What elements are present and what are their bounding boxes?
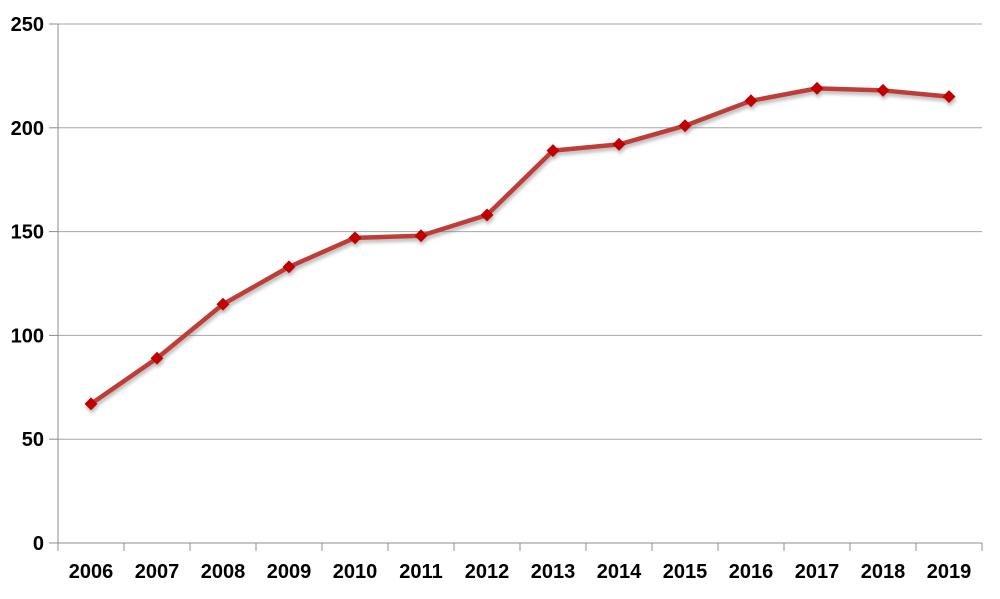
- y-tick-label: 200: [11, 118, 44, 140]
- x-tick-label: 2008: [201, 561, 246, 583]
- x-axis-labels: 2006 2007 2008 2009 2010 2011 2012 2013 2014 2015…: [69, 561, 972, 583]
- data-point-marker: [216, 297, 230, 311]
- x-tick-label: 2011: [399, 561, 442, 583]
- axes: [57, 24, 983, 551]
- data-series: [84, 81, 956, 411]
- x-tick-label: 2019: [927, 561, 972, 583]
- x-tick-label: 2014: [597, 561, 642, 583]
- x-tick-label: 2007: [135, 561, 180, 583]
- x-tick-label: 2016: [729, 561, 774, 583]
- data-point-marker: [744, 94, 758, 108]
- data-point-marker: [414, 229, 428, 243]
- x-tick-label: 2010: [333, 561, 378, 583]
- data-point-marker: [810, 81, 824, 95]
- data-point-marker: [480, 208, 494, 222]
- data-point-marker: [150, 351, 164, 365]
- gridlines: [49, 23, 982, 544]
- y-tick-label: 100: [11, 325, 44, 347]
- y-tick-label: 150: [11, 222, 44, 244]
- x-tick-label: 2018: [861, 561, 906, 583]
- y-tick-label: 250: [11, 14, 44, 36]
- x-tick-label: 2006: [69, 561, 114, 583]
- data-point-marker: [282, 260, 296, 274]
- x-tick-label: 2013: [531, 561, 576, 583]
- y-tick-label: 50: [22, 429, 44, 451]
- x-tick-label: 2015: [663, 561, 708, 583]
- data-point-marker: [84, 397, 98, 411]
- x-tick-label: 2009: [267, 561, 312, 583]
- data-point-marker: [876, 83, 890, 97]
- x-tick-label: 2012: [465, 561, 510, 583]
- x-tick-label: 2017: [795, 561, 840, 583]
- data-point-marker: [612, 137, 626, 151]
- y-axis-labels: 0 50 100 150 200 250: [11, 14, 44, 555]
- data-point-marker: [678, 119, 692, 133]
- data-point-marker: [942, 90, 956, 104]
- data-point-marker: [348, 231, 362, 245]
- data-point-marker: [546, 144, 560, 158]
- y-tick-label: 0: [33, 533, 44, 555]
- series-line: [88, 86, 952, 407]
